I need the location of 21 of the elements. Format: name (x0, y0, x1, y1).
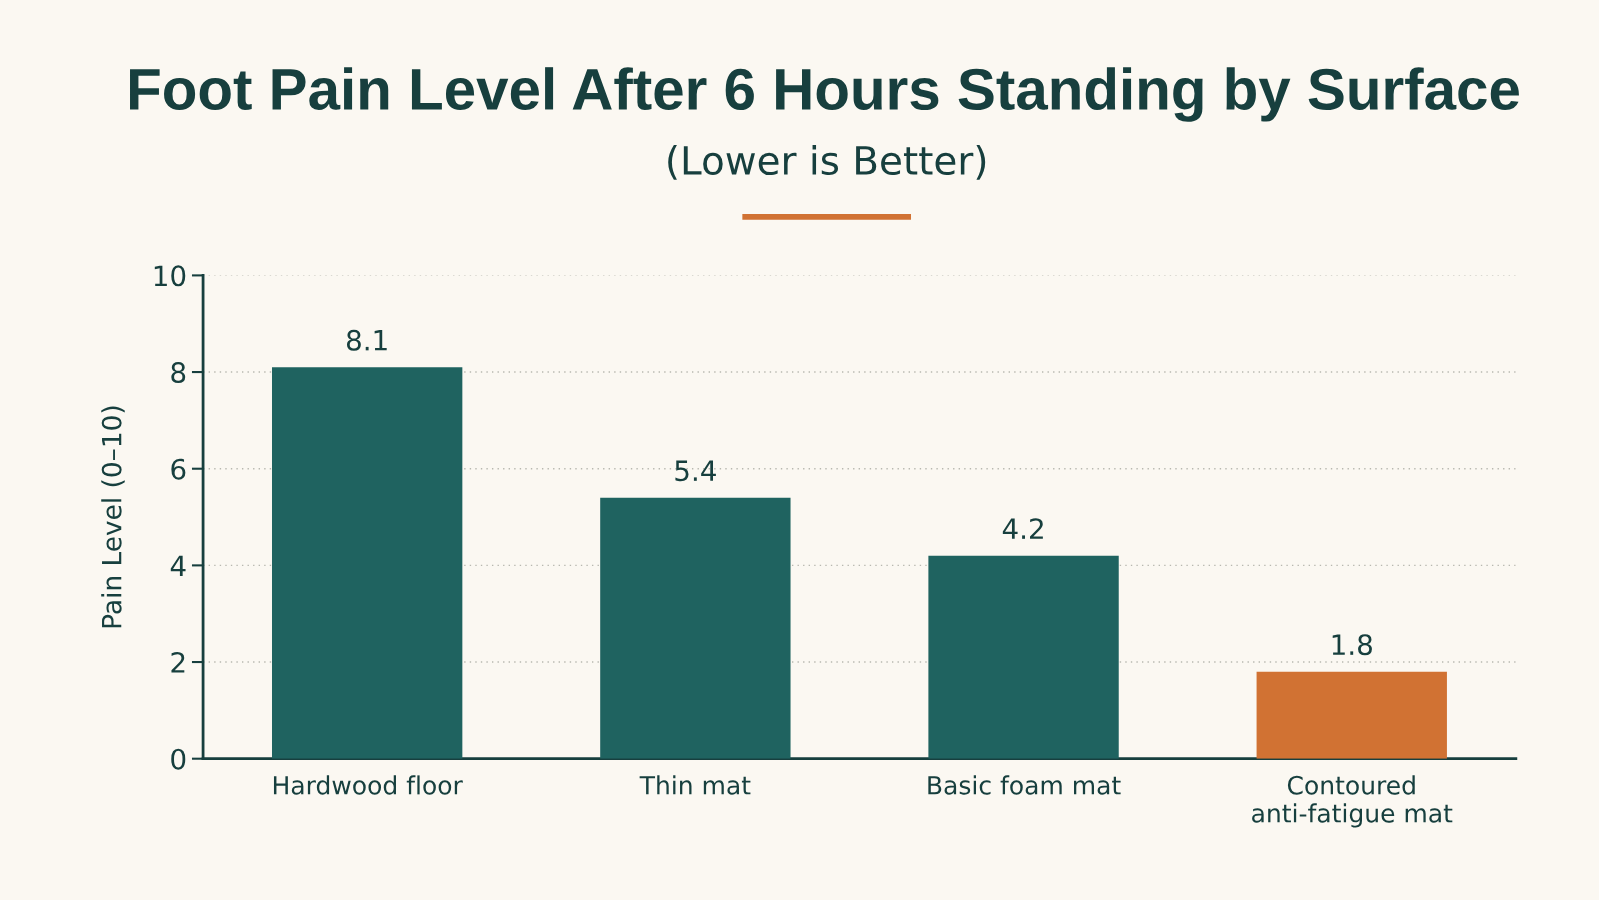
data-label: 8.1 (346, 329, 387, 351)
y-axis-title: Pain Level (0–10) (101, 406, 125, 628)
y-tick-label: 10 (154, 265, 186, 287)
data-label: 5.4 (675, 460, 716, 482)
x-tick-label: Hardwood floor (273, 775, 463, 795)
y-tick-label: 8 (171, 362, 186, 384)
chart-title: Foot Pain Level After 6 Hours Standing by Surface (130, 67, 1519, 122)
y-tick-label: 2 (171, 651, 185, 673)
bar (928, 555, 1119, 759)
data-label: 4.2 (1002, 518, 1043, 539)
y-tick-label: 6 (171, 458, 186, 480)
y-tick-label: 4 (170, 555, 186, 576)
bar (600, 497, 791, 759)
bar (271, 367, 463, 759)
data-label: 1.8 (1332, 634, 1372, 656)
x-tick-label: Contoured anti-fatigue mat (1252, 775, 1453, 828)
y-tick-label: 0 (171, 748, 186, 770)
x-tick-label: Thin mat (639, 775, 751, 795)
x-tick-label: Basic foam mat (928, 775, 1121, 795)
chart-subtitle: (Lower is Better) (668, 144, 986, 180)
bar (1256, 671, 1447, 759)
